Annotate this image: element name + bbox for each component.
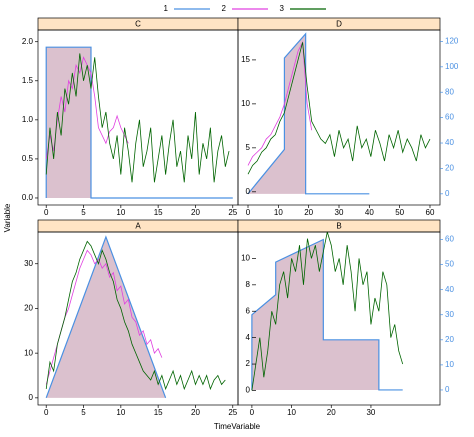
y-tick-label: 10	[241, 254, 250, 263]
x-tick-label: 50	[395, 208, 404, 217]
series-line	[247, 32, 370, 195]
y2-tick-label: 120	[445, 37, 459, 46]
legend-label: 3	[280, 4, 285, 13]
y2-tick-label: 80	[445, 87, 454, 96]
y-tick-label: 10	[241, 99, 250, 108]
x-tick-label: 20	[304, 208, 313, 217]
y2-tick-label: 40	[445, 285, 454, 294]
x-tick-label: 15	[154, 208, 163, 217]
x-tick-label: 25	[228, 208, 237, 217]
x-tick-label: 10	[116, 408, 125, 417]
panel-title: C	[135, 20, 141, 29]
x-tick-label: 30	[335, 208, 344, 217]
legend-label: 1	[164, 4, 169, 13]
x-tick-label: 20	[191, 408, 200, 417]
y-tick-label: 2.0	[22, 37, 34, 46]
x-tick-label: 20	[327, 408, 336, 417]
series-line	[45, 235, 167, 399]
area	[46, 47, 233, 198]
y2-tick-label: 50	[445, 260, 454, 269]
x-tick-label: 5	[81, 208, 86, 217]
x-tick-label: 10	[274, 208, 283, 217]
y-tick-label: 0	[246, 386, 251, 395]
x-tick-label: 25	[228, 408, 237, 417]
y2-tick-label: 60	[445, 113, 454, 122]
x-tick-label: 0	[250, 408, 255, 417]
legend-label: 2	[222, 4, 227, 13]
x-tick-label: 30	[366, 408, 375, 417]
x-tick-label: 40	[365, 208, 374, 217]
y2-tick-label: 100	[445, 62, 459, 71]
y-tick-label: 15	[241, 55, 250, 64]
x-tick-label: 10	[116, 208, 125, 217]
y2-tick-label: 20	[445, 164, 454, 173]
y-tick-label: 0	[29, 393, 34, 402]
y2-tick-label: 10	[445, 360, 454, 369]
y2-tick-label: 30	[445, 310, 454, 319]
y-tick-label: 2	[246, 359, 251, 368]
series-line	[45, 46, 233, 199]
y2-tick-label: 20	[445, 335, 454, 344]
series-line	[45, 53, 230, 183]
y-tick-label: 1.5	[22, 76, 34, 85]
area	[251, 239, 403, 390]
x-tick-label: 0	[246, 208, 251, 217]
y-tick-label: 0.5	[22, 154, 34, 163]
panel-title: B	[336, 222, 341, 231]
y-tick-label: 6	[246, 306, 251, 315]
series-line	[247, 40, 313, 166]
panel-title: A	[135, 222, 141, 231]
series-line	[45, 240, 226, 391]
x-tick-label: 20	[191, 208, 200, 217]
x-tick-label: 5	[81, 408, 86, 417]
y-axis-label: Variable	[3, 203, 12, 232]
y-tick-label: 0	[246, 187, 251, 196]
panel-frame	[237, 231, 441, 406]
series-line	[247, 42, 431, 175]
y-tick-label: 5	[246, 143, 251, 152]
area	[46, 236, 166, 398]
y2-tick-label: 0	[445, 189, 450, 198]
y2-tick-label: 0	[445, 385, 450, 394]
x-tick-label: 0	[44, 208, 49, 217]
y2-tick-label: 60	[445, 235, 454, 244]
x-axis-label: TimeVariable	[214, 422, 261, 431]
x-tick-label: 15	[154, 408, 163, 417]
y-tick-label: 4	[246, 333, 251, 342]
x-tick-label: 10	[287, 408, 296, 417]
x-tick-label: 60	[426, 208, 435, 217]
y-tick-label: 0.0	[22, 193, 34, 202]
y-tick-label: 20	[24, 304, 33, 313]
x-tick-label: 0	[44, 408, 49, 417]
y2-tick-label: 40	[445, 138, 454, 147]
y-tick-label: 1.0	[22, 115, 34, 124]
y-tick-label: 8	[246, 280, 251, 289]
y-tick-label: 10	[24, 348, 33, 357]
series-line	[251, 238, 403, 391]
panel-title: D	[336, 20, 342, 29]
y-tick-label: 30	[24, 259, 33, 268]
